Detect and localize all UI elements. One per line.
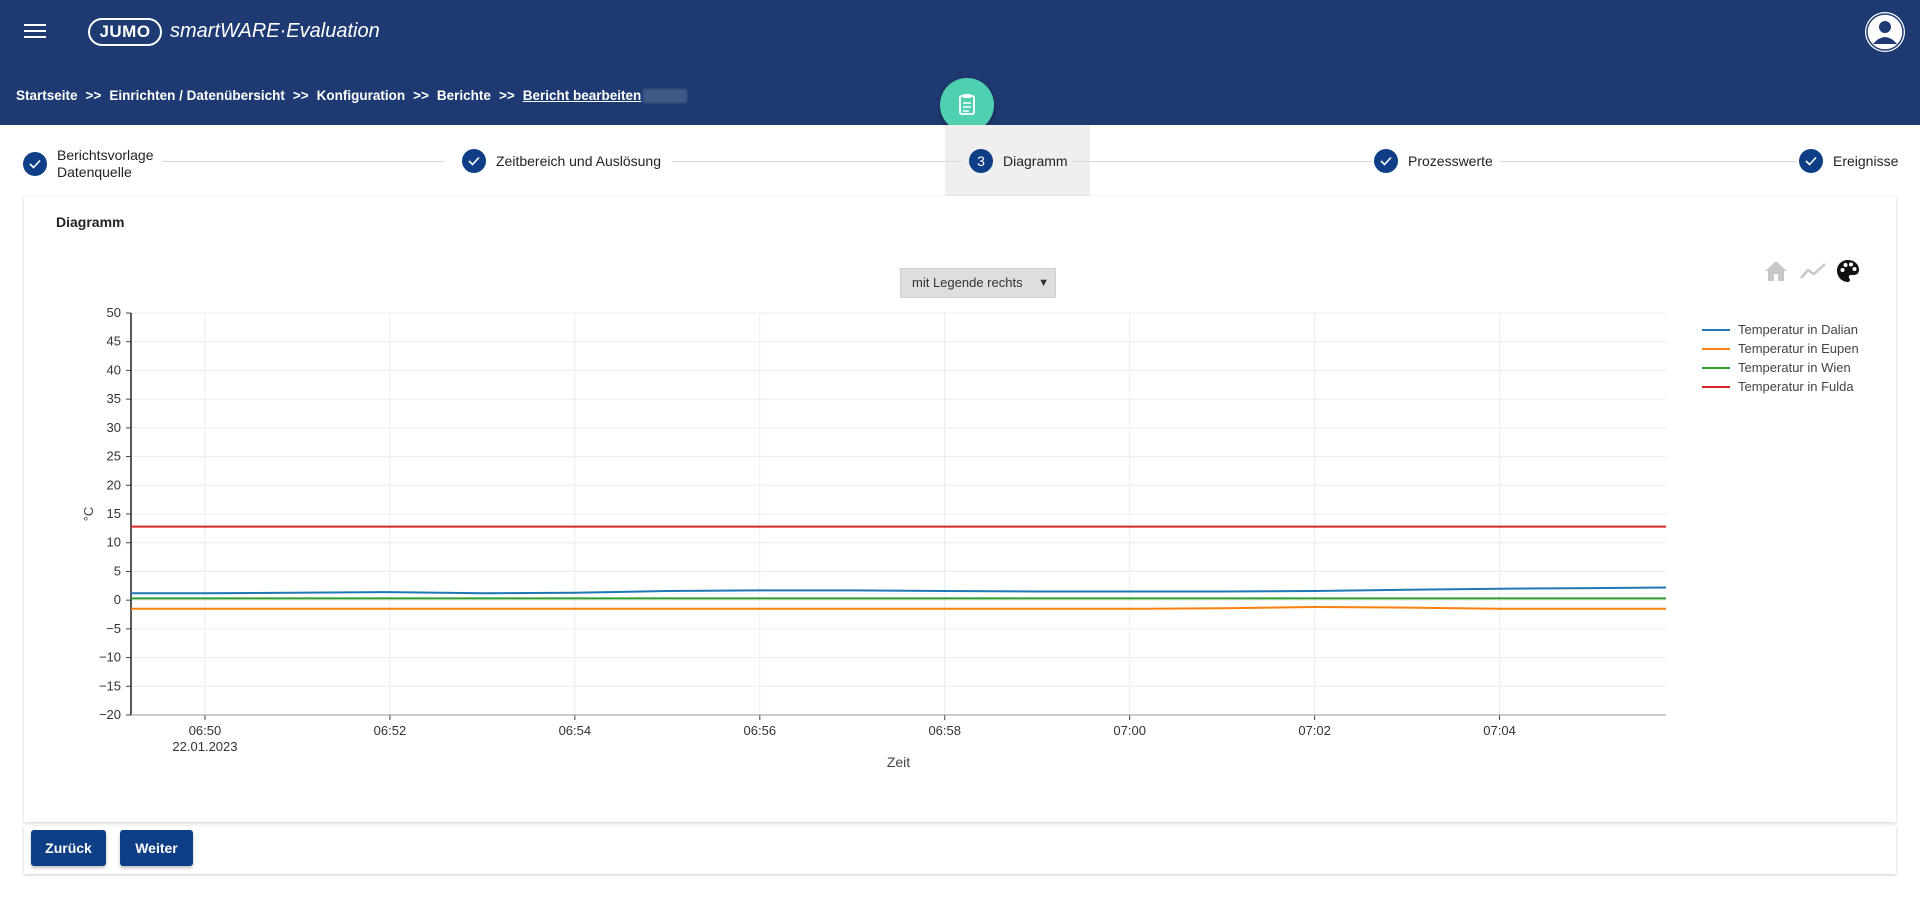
step-number: 3 bbox=[969, 149, 993, 173]
legend-position-select[interactable]: mit Legende rechts ▼ bbox=[900, 268, 1056, 298]
diagram-card bbox=[24, 196, 1896, 822]
next-button[interactable]: Weiter bbox=[120, 830, 193, 866]
step-label: Berichtsvorlage Datenquelle bbox=[57, 147, 154, 180]
app-header: JUMO smartWARE·Evaluation bbox=[0, 0, 1920, 64]
menu-icon[interactable] bbox=[24, 24, 46, 40]
action-bar bbox=[24, 826, 1896, 874]
legend-item-wien[interactable]: Temperatur in Wien bbox=[1702, 358, 1859, 377]
legend-swatch bbox=[1702, 366, 1730, 369]
back-button[interactable]: Zurück bbox=[31, 830, 106, 866]
breadcrumb-bericht-bearbeiten: Bericht bearbeiten bbox=[522, 88, 642, 103]
breadcrumb: Startseite >> Einrichten / Datenübersicht >… bbox=[16, 88, 688, 104]
step-label: Ereignisse bbox=[1833, 153, 1899, 169]
legend-item-dalian[interactable]: Temperatur in Dalian bbox=[1702, 320, 1859, 339]
user-avatar-icon[interactable] bbox=[1865, 12, 1905, 52]
redacted-report-name bbox=[643, 89, 688, 104]
jumo-logo: JUMO bbox=[88, 18, 162, 46]
legend-swatch bbox=[1702, 347, 1730, 350]
legend-swatch bbox=[1702, 385, 1730, 388]
breadcrumb-separator: >> bbox=[85, 88, 102, 103]
breadcrumb-startseite[interactable]: Startseite bbox=[16, 88, 78, 103]
breadcrumb-separator: >> bbox=[292, 88, 309, 103]
trend-icon[interactable] bbox=[1799, 259, 1827, 288]
chart-legend: Temperatur in Dalian Temperatur in Eupen… bbox=[1702, 320, 1859, 396]
step-prozesswerte[interactable]: Prozesswerte bbox=[1374, 149, 1493, 173]
app-name: smartWARE·Evaluation bbox=[170, 20, 380, 42]
section-title: Diagramm bbox=[56, 214, 125, 230]
clipboard-button[interactable] bbox=[940, 78, 994, 132]
dropdown-arrow-icon: ▼ bbox=[1038, 277, 1049, 289]
check-icon bbox=[23, 152, 47, 176]
stepper-connector bbox=[672, 161, 962, 162]
step-zeitbereich[interactable]: Zeitbereich und Auslösung bbox=[462, 149, 661, 173]
stepper-connector bbox=[162, 161, 444, 162]
legend-item-fulda[interactable]: Temperatur in Fulda bbox=[1702, 377, 1859, 396]
breadcrumb-separator: >> bbox=[498, 88, 515, 103]
step-berichtsvorlage[interactable]: Berichtsvorlage Datenquelle bbox=[23, 147, 154, 181]
home-icon[interactable] bbox=[1763, 259, 1789, 288]
check-icon bbox=[1374, 149, 1398, 173]
breadcrumb-konfiguration[interactable]: Konfiguration bbox=[316, 88, 406, 103]
step-label: Prozesswerte bbox=[1408, 153, 1493, 169]
step-ereignisse[interactable]: Ereignisse bbox=[1799, 149, 1898, 173]
breadcrumb-berichte[interactable]: Berichte bbox=[436, 88, 491, 103]
step-label: Diagramm bbox=[1003, 153, 1068, 169]
step-label: Zeitbereich und Auslösung bbox=[496, 153, 661, 169]
legend-swatch bbox=[1702, 328, 1730, 331]
legend-item-eupen[interactable]: Temperatur in Eupen bbox=[1702, 339, 1859, 358]
stepper-connector bbox=[1500, 161, 1796, 162]
stepper-connector bbox=[1072, 161, 1372, 162]
check-icon bbox=[1799, 149, 1823, 173]
step-diagramm[interactable]: 3 Diagramm bbox=[969, 149, 1068, 173]
breadcrumb-separator: >> bbox=[413, 88, 429, 103]
palette-icon[interactable] bbox=[1835, 258, 1861, 289]
check-icon bbox=[462, 149, 486, 173]
breadcrumb-einrichten[interactable]: Einrichten / Datenübersicht bbox=[109, 88, 285, 103]
clipboard-icon bbox=[959, 94, 975, 115]
legend-select-value: mit Legende rechts bbox=[912, 275, 1023, 290]
